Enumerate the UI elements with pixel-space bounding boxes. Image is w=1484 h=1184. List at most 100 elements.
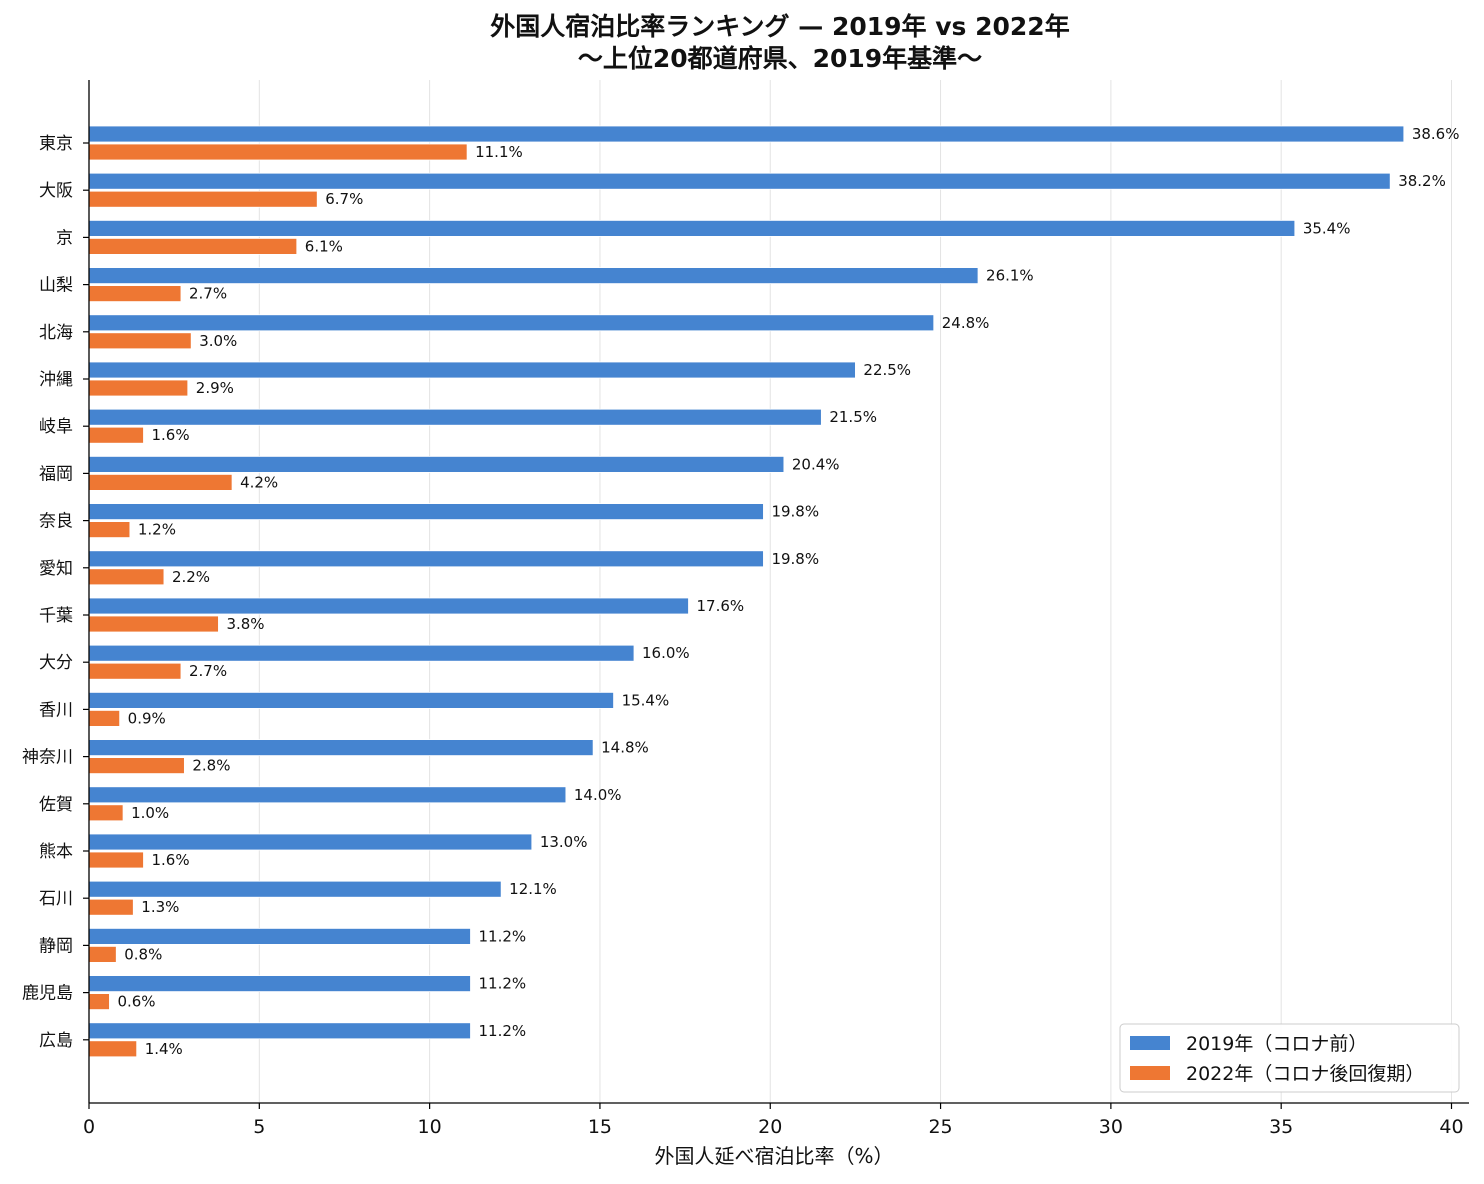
value-label-2022: 2.7%	[189, 662, 227, 680]
value-label-2019: 11.2%	[479, 1022, 527, 1040]
category-label: 神奈川	[22, 748, 73, 768]
bar-2022	[88, 379, 189, 397]
value-label-2022: 2.2%	[172, 568, 210, 586]
value-label-2022: 2.7%	[189, 285, 227, 303]
value-label-2022: 0.6%	[117, 993, 155, 1011]
axes	[88, 80, 1469, 1104]
value-label-2022: 1.3%	[141, 898, 179, 916]
value-label-2019: 26.1%	[986, 267, 1034, 285]
value-label-2019: 11.2%	[479, 975, 527, 993]
value-label-2022: 2.9%	[196, 379, 234, 397]
category-label: 東京	[39, 134, 73, 154]
value-label-2022: 6.7%	[325, 190, 363, 208]
bar-2019	[88, 503, 764, 521]
bar-2022	[88, 285, 182, 303]
value-label-2022: 1.0%	[131, 804, 169, 822]
value-label-2022: 0.9%	[128, 709, 166, 727]
value-label-2019: 15.4%	[622, 691, 670, 709]
category-label: 静岡	[39, 936, 73, 956]
bar-2019	[88, 455, 785, 473]
bar-2022	[88, 190, 318, 208]
legend-swatch-2019	[1130, 1036, 1170, 1050]
value-label-2019: 14.8%	[601, 739, 649, 757]
bar-2022	[88, 757, 185, 774]
grid-lines	[258, 80, 1452, 1103]
value-label-2022: 4.2%	[240, 473, 278, 491]
bar-2019	[88, 597, 689, 615]
value-label-2022: 1.6%	[152, 851, 190, 869]
chart-title: 外国人宿泊比率ランキング — 2019年 vs 2022年	[490, 12, 1069, 41]
chart-subtitle: 〜上位20都道府県、2019年基準〜	[578, 44, 982, 73]
bar-2022	[88, 237, 298, 255]
bar-2019	[88, 975, 471, 992]
value-label-2019: 24.8%	[942, 314, 990, 332]
category-label: 香川	[39, 700, 73, 720]
category-label: 熊本	[39, 842, 73, 862]
category-label: 石川	[39, 889, 73, 909]
legend-box	[1119, 1023, 1460, 1093]
x-tick-label: 15	[588, 1116, 612, 1138]
x-axis-title: 外国人延べ宿泊比率（%）	[654, 1144, 893, 1168]
bar-2022	[88, 710, 121, 727]
category-label: 岐阜	[39, 417, 73, 437]
bar-2022	[88, 521, 131, 538]
category-label: 愛知	[39, 559, 73, 579]
bar-2019	[88, 361, 856, 379]
category-label: 広島	[39, 1031, 73, 1051]
bar-2022	[88, 662, 182, 680]
value-label-2019: 38.2%	[1398, 172, 1446, 190]
category-label: 奈良	[39, 512, 73, 532]
bar-2019	[88, 267, 979, 285]
bars	[88, 125, 1405, 1058]
x-tick-labels: 0 5 10 15 20 25 30 35 40	[83, 1103, 1464, 1138]
category-label: 鹿児島	[22, 984, 73, 1004]
value-label-2022: 3.0%	[199, 332, 237, 350]
category-label: 山梨	[39, 276, 73, 296]
bar-2019	[88, 928, 471, 945]
bar-2022	[88, 851, 144, 869]
bar-2022	[88, 143, 468, 161]
value-label-2019: 16.0%	[642, 644, 690, 662]
bar-2019	[88, 172, 1391, 190]
value-label-2019: 12.1%	[509, 880, 557, 898]
value-label-2019: 19.8%	[771, 503, 819, 521]
category-label: 沖縄	[39, 370, 73, 390]
bar-2022	[88, 332, 192, 350]
value-label-2019: 38.6%	[1412, 125, 1460, 143]
legend-swatch-2022	[1130, 1066, 1170, 1080]
value-label-2022: 1.2%	[138, 521, 176, 539]
value-label-2022: 6.1%	[305, 237, 343, 255]
bar-2022	[88, 473, 233, 491]
category-label: 大阪	[39, 181, 73, 201]
bar-2019	[88, 550, 764, 568]
bar-2019	[88, 219, 1296, 237]
bar-2019	[88, 125, 1405, 143]
bar-2019	[88, 314, 935, 332]
bar-2019	[88, 786, 567, 804]
bar-2022	[88, 615, 219, 633]
value-label-2019: 35.4%	[1303, 219, 1351, 237]
bar-2022	[88, 568, 165, 586]
x-tick-label: 10	[418, 1116, 442, 1138]
value-label-2022: 2.8%	[192, 757, 230, 775]
value-label-2022: 1.4%	[145, 1040, 183, 1058]
value-label-2022: 1.6%	[152, 426, 190, 444]
x-tick-label: 40	[1439, 1116, 1463, 1138]
bar-2022	[88, 426, 144, 444]
category-label: 千葉	[39, 606, 73, 626]
legend-label-2022: 2022年（コロナ後回復期）	[1186, 1063, 1424, 1085]
category-label: 京	[56, 228, 73, 248]
legend-label-2019: 2019年（コロナ前）	[1186, 1033, 1367, 1055]
value-label-2019: 22.5%	[863, 361, 911, 379]
value-label-2019: 19.8%	[771, 550, 819, 568]
category-label: 北海	[39, 323, 73, 343]
bar-2022	[88, 993, 110, 1010]
x-tick-label: 30	[1099, 1116, 1123, 1138]
bar-2019	[88, 408, 822, 426]
bar-2019	[88, 1022, 471, 1040]
value-label-2019: 17.6%	[697, 597, 745, 615]
value-label-2019: 14.0%	[574, 786, 622, 804]
bar-2019	[88, 692, 614, 709]
